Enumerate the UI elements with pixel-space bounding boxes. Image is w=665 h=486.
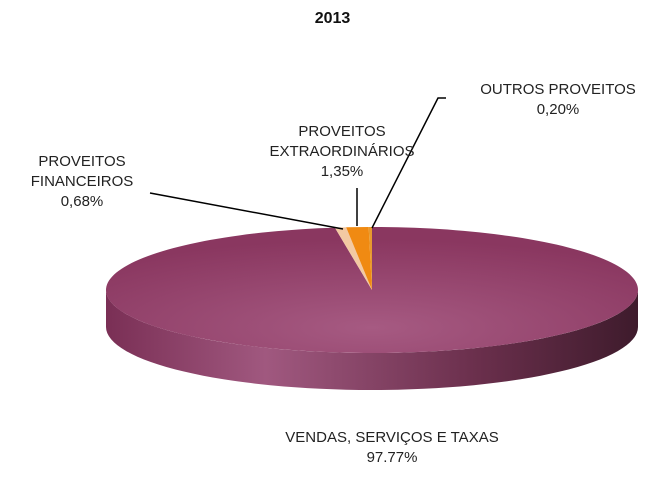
pie-slice	[368, 227, 372, 290]
slice-label: VENDAS, SERVIÇOS E TAXAS 97.77%	[277, 428, 507, 468]
category-label: PROVEITOS FINANCEIROS	[30, 153, 134, 190]
category-label: OUTROS PROVEITOS	[480, 81, 636, 98]
leader-lines	[149, 97, 446, 230]
leader-line	[371, 97, 446, 229]
pie-slice-side	[106, 290, 638, 390]
category-label: VENDAS, SERVIÇOS E TAXAS	[285, 429, 499, 446]
slice-label: PROVEITOS EXTRAORDINÁRIOS 1,35%	[252, 122, 432, 182]
leader-line	[149, 192, 344, 230]
category-label: PROVEITOS EXTRAORDINÁRIOS	[269, 123, 415, 160]
pie-slice	[346, 227, 372, 290]
pie	[105, 227, 638, 390]
pie-slice	[334, 227, 372, 290]
value-label: 0,20%	[536, 101, 580, 118]
slice-label: OUTROS PROVEITOS 0,20%	[448, 80, 665, 120]
pie-slice	[105, 227, 638, 354]
chart-title: 2013	[314, 10, 351, 27]
value-label: 97.77%	[366, 449, 418, 466]
slice-label: PROVEITOS FINANCEIROS 0,68%	[7, 152, 157, 212]
value-label: 1,35%	[320, 163, 364, 180]
value-label: 0,68%	[60, 193, 104, 210]
